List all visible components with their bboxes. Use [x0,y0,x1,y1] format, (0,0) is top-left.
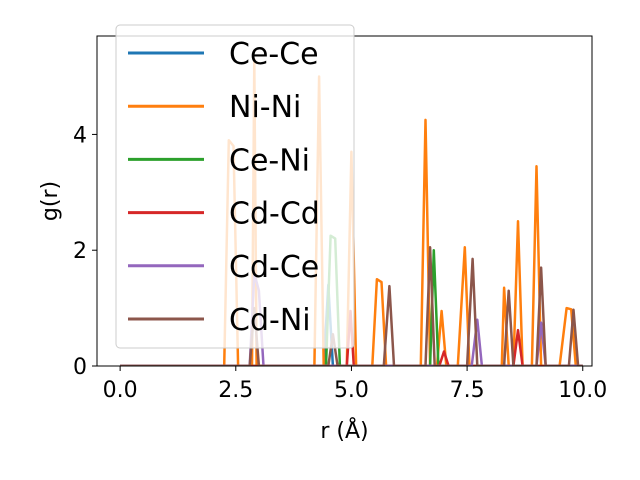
series-line-cd-ni [120,246,583,366]
legend-label: Ce-Ni [229,143,310,178]
x-tick-label: 5.0 [334,378,369,403]
x-axis: 0.0 2.5 5.0 7.5 10.0 [103,366,607,403]
y-tick-label: 0 [73,355,87,380]
x-tick-label: 7.5 [450,378,485,403]
y-tick-label: 2 [73,239,87,264]
legend-label: Ce-Ce [229,37,319,72]
legend: Ce-Ce Ni-Ni Ce-Ni Cd-Cd Cd-Ce Cd-Ni [115,24,355,349]
x-tick-label: 10.0 [558,378,607,403]
legend-label: Cd-Ni [229,303,311,338]
legend-label: Ni-Ni [229,90,301,125]
legend-label: Cd-Ce [229,250,319,285]
x-tick-label: 0.0 [103,378,138,403]
x-axis-label: r (Å) [320,417,368,444]
y-axis-label: g(r) [38,181,63,221]
legend-label: Cd-Cd [229,197,320,232]
y-tick-label: 4 [73,123,87,148]
legend-box [115,24,355,349]
y-axis: 0 2 4 [73,123,97,380]
x-tick-label: 2.5 [218,378,253,403]
